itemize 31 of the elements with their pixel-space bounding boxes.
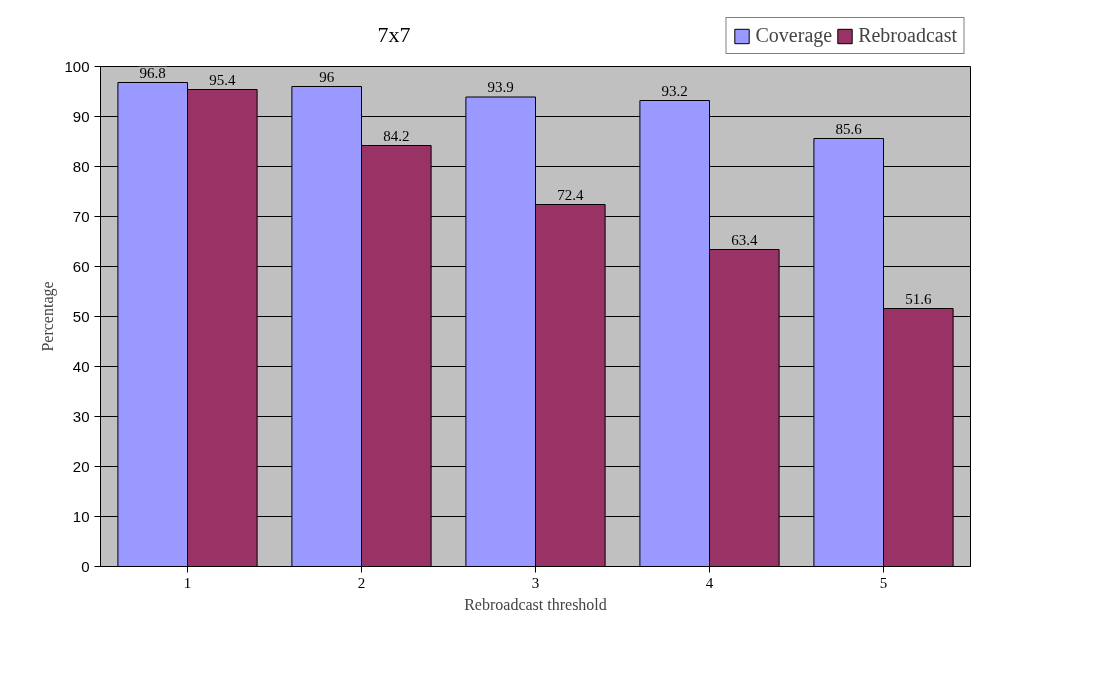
x-tick-label: 5 — [879, 574, 888, 591]
data-label: 51.6 — [905, 290, 932, 307]
y-tick-label: 10 — [72, 507, 90, 525]
x-tick-label: 1 — [183, 574, 192, 591]
data-label: 63.4 — [731, 231, 758, 248]
y-tick-label: 90 — [72, 107, 90, 125]
data-label: 85.6 — [835, 120, 863, 137]
y-tick-label: 50 — [72, 307, 90, 325]
x-axis-title: Rebroadcast threshold — [464, 595, 607, 613]
y-tick-label: 60 — [72, 257, 90, 275]
y-tick-label: 40 — [72, 357, 90, 375]
y-tick-label: 80 — [72, 157, 90, 175]
data-label: 72.4 — [557, 186, 584, 203]
x-tick-label: 4 — [705, 574, 714, 591]
y-tick-label: 70 — [72, 207, 90, 225]
chart-title: 7x7 — [377, 21, 411, 47]
y-tick-label: 30 — [72, 407, 90, 425]
y-tick-label: 100 — [64, 57, 90, 75]
data-label: 96.8 — [139, 64, 166, 81]
y-axis-title: Percentage — [39, 281, 58, 352]
y-tick-label: 20 — [72, 457, 90, 475]
legend-label: Rebroadcast — [858, 24, 957, 47]
x-tick-label: 3 — [531, 574, 540, 591]
data-label: 93.2 — [661, 82, 688, 99]
legend-label: Coverage — [755, 24, 833, 47]
y-tick-label: 0 — [81, 557, 90, 575]
data-label: 84.2 — [383, 127, 410, 144]
data-label: 96 — [319, 68, 335, 85]
data-label: 93.9 — [487, 79, 514, 95]
data-label: 95.4 — [209, 71, 236, 88]
x-tick-label: 2 — [357, 574, 366, 591]
